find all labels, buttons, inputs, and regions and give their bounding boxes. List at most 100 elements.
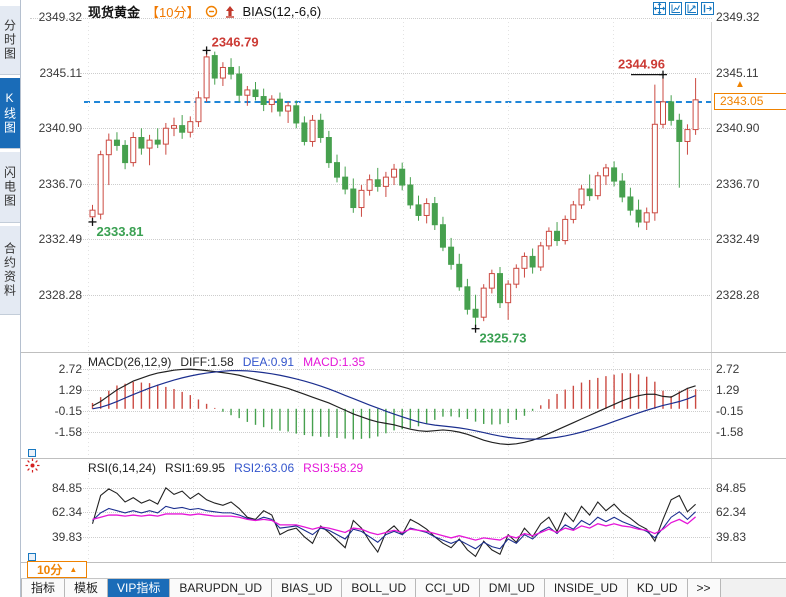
macd-dea-value: DEA:0.91 [242,355,295,369]
chart-toolbar [653,2,714,15]
chart-canvas[interactable]: 2346.79 2344.96 2333.81 2325.73 [88,22,712,562]
sidebar-item-time-chart[interactable]: 分时图 [0,6,20,75]
tab-boll-ud[interactable]: BOLL_UD [342,579,417,597]
fit-chart-icon[interactable] [669,2,682,15]
candle [211,55,218,79]
candle [562,218,569,242]
annotation-label: 2325.73 [480,331,527,346]
candle [643,212,650,223]
y-axis-right: 2349.32 2345.11 2340.90 2336.70 2332.49 2328.… [716,0,786,597]
rsi1-value: RSI1:69.95 [165,461,226,475]
move-chart-icon[interactable] [653,2,666,15]
axis-label: 1.29 [716,382,740,397]
candle [668,101,675,121]
tab-vip-indicators[interactable]: VIP指标 [108,579,171,597]
sidebar-item-kline-chart[interactable]: K线图 [0,78,20,149]
candle [391,168,398,178]
candle [676,119,683,142]
candle [488,273,495,289]
candle [146,139,153,149]
candle [113,139,120,146]
axis-label: 2336.70 [38,176,82,191]
candle [456,263,463,288]
candle [537,245,544,268]
axis-label: 2345.11 [39,65,83,80]
rsi-lines [91,486,697,558]
indicator-name: BIAS(12,-6,6) [242,3,322,19]
candle [602,167,609,177]
candle [268,98,275,105]
up-arrow-icon[interactable] [224,5,236,18]
period-selector[interactable]: 10分 ▲ [27,561,88,578]
sidebar-item-lightning-chart[interactable]: 闪电图 [0,152,20,223]
candle [187,121,194,133]
indicator-alert-icon[interactable] [25,458,40,476]
axis-label: 2349.32 [716,10,760,24]
axis-label: -1.58 [54,424,82,439]
axis-label: 2340.90 [716,121,760,136]
h-gridline [80,183,712,185]
tab-templates[interactable]: 模板 [65,579,109,597]
axis-label: 84.85 [716,481,747,495]
current-price-line [84,101,712,103]
tab-dmi-ud[interactable]: DMI_UD [479,579,545,597]
axis-label: 84.85 [51,481,82,495]
candle [415,204,422,216]
macd-macd-value: MACD:1.35 [303,355,366,369]
price-tag-arrow-icon: ▲ [735,79,745,90]
axis-label: 2328.28 [716,288,760,302]
h-gridline [80,389,712,391]
axis-label: 1.29 [58,382,82,397]
candle [660,101,666,125]
candle [260,96,267,105]
axis-label: 2.72 [716,362,740,377]
panel-resize-handle[interactable] [28,449,36,457]
candle [334,162,340,178]
indicator-tabbar: 指标 模板 VIP指标 BARUPDN_UD BIAS_UD BOLL_UD C… [21,578,786,597]
axis-label: 62.34 [51,505,82,520]
panel-separator-macd[interactable] [21,352,786,353]
candle [350,188,357,209]
candle [635,209,642,223]
sidebar-item-contract-info[interactable]: 合约资料 [0,226,20,315]
axis-label: 39.83 [716,529,747,544]
candle [219,66,226,79]
scale-chart-icon[interactable] [685,2,698,15]
candle [382,176,389,187]
tab-cci-ud[interactable]: CCI_UD [416,579,480,597]
tab-inside-ud[interactable]: INSIDE_UD [544,579,628,597]
axis-label: 39.83 [51,529,82,544]
axis-label: -0.15 [54,403,82,418]
annotation-label: 2333.81 [97,224,144,239]
candle [195,97,202,123]
symbol-name: 现货黄金 [88,4,141,20]
popout-chart-icon[interactable] [701,2,714,15]
candle [317,119,324,139]
tab-indicators[interactable]: 指标 [21,579,66,597]
panel-resize-handle[interactable] [28,553,36,561]
tab-kd-ud[interactable]: KD_UD [627,579,688,597]
candle [431,203,438,226]
h-gridline [80,72,712,74]
tab-bias-ud[interactable]: BIAS_UD [272,579,343,597]
candle [464,286,471,310]
rsi-title: RSI(6,14,24) [88,461,157,475]
candle [252,89,259,98]
tab-more[interactable]: >> [687,579,721,597]
panel-separator-rsi[interactable] [21,458,786,459]
h-gridline [80,410,712,412]
annotation-label: 2344.96 [618,57,665,72]
chart-header: 现货黄金 【10分】 BIAS(12,-6,6) [88,2,321,20]
h-gridline [80,431,712,433]
candle [138,137,145,149]
macd-lines [92,368,696,446]
candle [89,209,96,218]
h-gridline [80,369,712,371]
tab-barupdn-ud[interactable]: BARUPDN_UD [170,579,273,597]
candle [684,129,691,142]
axis-label: 2.72 [58,362,82,377]
circle-minus-icon[interactable] [205,5,218,18]
h-gridline [80,239,712,241]
macd-diff-value: DIFF:1.58 [180,355,234,369]
